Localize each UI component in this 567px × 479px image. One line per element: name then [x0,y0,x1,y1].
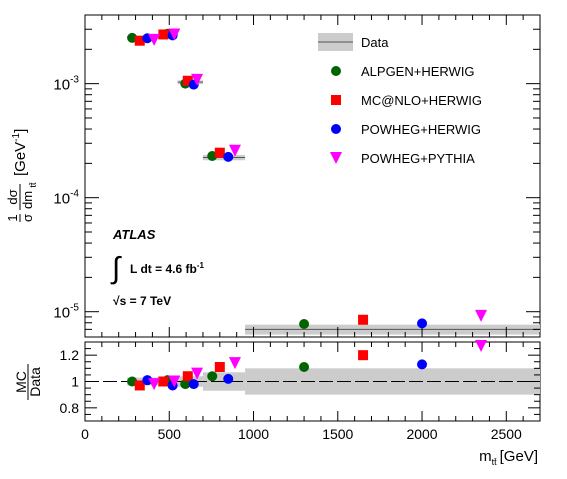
ratio-marker-3-2 [191,367,204,380]
marker-2-4 [417,318,428,329]
x-tick-label-1500: 1500 [322,426,353,442]
legend-label-2: POWHEG+HERWIG [361,122,481,137]
x-tick-label-0: 0 [81,426,89,442]
main-panel-frame [84,14,541,338]
ratio-y-tick-label-0.8: 0.8 [60,400,80,416]
energy-label: √s = 7 TeV [113,294,171,308]
marker-3-3 [228,144,241,157]
legend-marker-3 [330,152,342,164]
y-label-frac-num: 1 [5,214,20,221]
marker-1-4 [358,314,369,325]
ratio-label-den: Data [27,367,43,397]
ratio-marker-3-0 [148,378,161,391]
marker-3-2 [191,73,204,86]
marker-2-3 [223,151,234,162]
ratio-y-axis-label: MC Data [13,364,43,400]
ratio-marker-2-4 [417,359,428,370]
legend-label-1: MC@NLO+HERWIG [361,93,482,108]
marker-0-3 [207,151,218,162]
ratio-marker-3-3 [228,357,241,370]
ratio-y-tick-label-1.2: 1.2 [60,347,80,363]
y-label-dsig-num: dσ [5,189,20,204]
atlas-label: ATLAS [112,227,156,242]
y-tick-label--5: 10-5 [53,303,79,322]
marker-1-0 [134,35,145,46]
ratio-marker-0-3 [207,371,218,382]
lumi-label: L dt = 4.6 fb-1 [130,261,204,276]
legend-marker-0 [331,66,341,76]
ratio-marker-0-2 [180,379,191,390]
ratio-marker-1-2 [182,371,193,382]
ratio-marker-2-2 [188,379,199,390]
ratio-marker-1-0 [134,380,145,391]
x-tick-label-2000: 2000 [406,426,437,442]
x-tick-label-2500: 2500 [491,426,522,442]
ratio-marker-1-1 [158,376,169,387]
ratio-marker-2-3 [223,373,234,384]
marker-3-0 [148,33,161,46]
y-label-unit: [GeV-1] [11,129,29,176]
ratio-marker-1-4 [358,350,369,361]
marker-0-4 [299,319,310,330]
ratio-marker-0-0 [127,376,138,387]
ratio-marker-3-1 [168,375,181,388]
ratio-marker-2-0 [142,375,153,386]
ratio-marker-1-3 [214,362,225,373]
ratio-label-num: MC [13,371,29,393]
x-tick-label-1000: 1000 [238,426,269,442]
y-tick-label--3: 10-3 [53,75,79,94]
legend-marker-1 [331,95,341,105]
integral-sign: ∫ [110,252,122,285]
marker-3-1 [168,28,181,41]
marker-0-0 [127,32,138,43]
legend: Data ALPGEN+HERWIG MC@NLO+HERWIG POWHEG+HER… [318,33,482,166]
y-label-dsig-sub: tt̄ [28,182,38,188]
legend-marker-2 [331,124,341,134]
ratio-y-tick-label-1: 1 [71,374,79,390]
legend-label-0: ALPGEN+HERWIG [361,64,475,79]
ratio-marker-3-4 [475,340,488,352]
x-tick-label-500: 500 [158,426,182,442]
mc-markers-ratio [127,340,488,391]
x-axis-label: mtt̄ [GeV] [479,448,538,467]
y-label-dsig-den: dm [20,191,35,209]
marker-1-3 [214,147,225,158]
mc-markers-main [127,28,488,330]
marker-1-1 [158,29,169,40]
y-label-frac-den: σ [20,214,35,222]
y-tick-label--4: 10-4 [53,189,79,208]
marker-3-4 [475,309,488,322]
legend-label-data: Data [361,35,389,50]
legend-label-3: POWHEG+PYTHIA [361,151,475,166]
marker-1-2 [182,75,193,86]
axis-ticks: 0 500 1000 1500 2000 2500 10-3 10-4 10-5 0.8 1 1.2 [53,14,541,442]
ratio-marker-0-4 [299,362,310,373]
y-axis-label: 1 σ dσ dm tt̄ [GeV-1] [5,129,38,222]
